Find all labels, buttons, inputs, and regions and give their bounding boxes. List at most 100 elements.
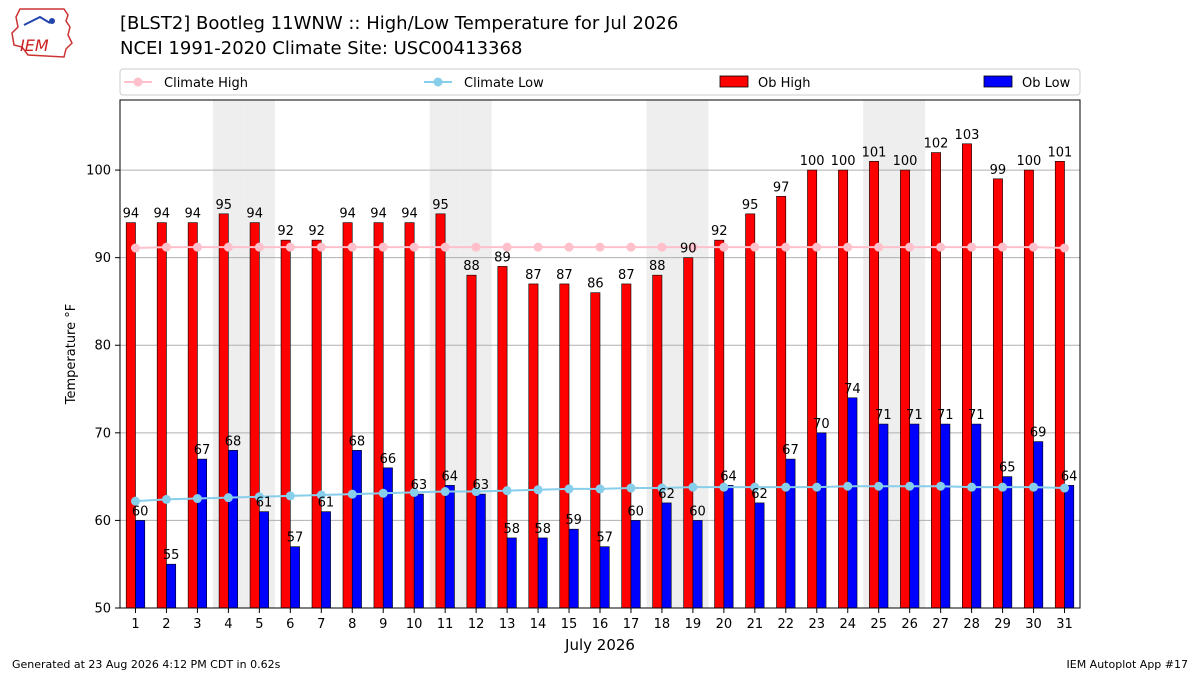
ob-high-bar-day-8 <box>342 222 353 609</box>
climate-high-point-day-2 <box>161 242 171 252</box>
x-tick-label-7: 7 <box>317 617 325 632</box>
ob-high-label-day-2: 94 <box>154 207 171 222</box>
y-tick-label-50: 50 <box>94 602 111 617</box>
climate-high-point-day-11 <box>440 242 450 252</box>
legend-ob-low: Ob Low <box>1022 76 1071 91</box>
ob-low-bar-day-14 <box>537 537 548 609</box>
logo-text: IEM <box>20 36 49 55</box>
climate-low-point-day-24 <box>843 481 853 491</box>
ob-low-bar-day-18 <box>661 502 672 609</box>
climate-high-point-day-25 <box>874 242 884 252</box>
x-tick-label-24: 24 <box>839 617 856 632</box>
climate-low-point-day-8 <box>347 489 357 499</box>
x-tick-label-29: 29 <box>994 617 1011 632</box>
ob-high-label-day-3: 94 <box>185 207 202 222</box>
ob-low-bar-day-9 <box>382 467 393 609</box>
ob-low-label-day-31: 64 <box>1061 469 1078 484</box>
ob-high-bar-day-13 <box>497 266 508 609</box>
ob-low-label-day-25: 71 <box>875 408 892 423</box>
ob-high-bar-day-16 <box>590 292 601 609</box>
ob-high-bar-day-5 <box>249 222 260 609</box>
x-tick-label-2: 2 <box>162 617 170 632</box>
x-tick-label-12: 12 <box>468 617 485 632</box>
climate-high-point-day-27 <box>936 242 946 252</box>
ob-high-label-day-6: 92 <box>277 224 294 239</box>
ob-high-bar-day-3 <box>187 222 198 609</box>
climate-high-point-day-24 <box>843 242 853 252</box>
ob-high-label-day-27: 102 <box>924 137 949 152</box>
ob-high-label-day-11: 95 <box>432 198 449 213</box>
climate-high-point-day-9 <box>378 242 388 252</box>
x-tick-label-20: 20 <box>716 617 733 632</box>
climate-low-point-day-12 <box>471 487 481 497</box>
ob-low-bar-day-29 <box>1002 476 1013 609</box>
climate-low-point-day-2 <box>161 494 171 504</box>
climate-low-point-day-26 <box>905 481 915 491</box>
climate-lines <box>130 242 1070 506</box>
ob-high-label-day-26: 100 <box>893 154 918 169</box>
ob-high-label-day-19: 90 <box>680 242 697 257</box>
climate-low-point-day-10 <box>409 487 419 497</box>
ob-low-bar-day-30 <box>1033 441 1044 609</box>
climate-high-point-day-16 <box>595 242 605 252</box>
ob-low-bar-day-27 <box>940 423 951 609</box>
climate-low-point-day-28 <box>967 482 977 492</box>
climate-high-point-day-14 <box>533 242 543 252</box>
ob-low-label-day-2: 55 <box>163 548 180 563</box>
climate-low-point-day-15 <box>564 484 574 494</box>
ob-high-label-day-31: 101 <box>1047 145 1072 160</box>
climate-low-point-day-16 <box>595 484 605 494</box>
ob-low-label-day-9: 66 <box>380 452 397 467</box>
ob-low-bar-day-26 <box>909 423 920 609</box>
climate-high-point-day-15 <box>564 242 574 252</box>
ob-low-bar-day-11 <box>444 485 455 609</box>
climate-low-point-day-9 <box>378 488 388 498</box>
x-tick-label-26: 26 <box>901 617 918 632</box>
x-tick-label-5: 5 <box>255 617 263 632</box>
footer-generated: Generated at 23 Aug 2026 4:12 PM CDT in … <box>12 658 281 671</box>
x-tick-label-3: 3 <box>193 617 201 632</box>
y-tick-label-90: 90 <box>94 251 111 266</box>
climate-high-point-day-26 <box>905 242 915 252</box>
ob-low-label-day-6: 57 <box>287 531 304 546</box>
ob-low-bar-day-21 <box>754 502 765 609</box>
ob-low-bar-day-28 <box>971 423 982 609</box>
climate-low-point-day-22 <box>781 482 791 492</box>
ob-high-bar-day-21 <box>745 213 756 609</box>
legend-ob-high: Ob High <box>758 76 811 91</box>
y-tick-label-60: 60 <box>94 514 111 529</box>
ob-low-bar-day-5 <box>259 511 269 609</box>
footer-app: IEM Autoplot App #17 <box>1066 658 1189 671</box>
ob-high-bar-day-28 <box>962 143 972 609</box>
x-tick-label-21: 21 <box>747 617 764 632</box>
climate-low-point-day-29 <box>998 482 1008 492</box>
climate-high-point-day-5 <box>254 242 264 252</box>
ob-low-label-day-8: 68 <box>349 434 366 449</box>
climate-high-point-day-4 <box>223 242 233 252</box>
climate-high-point-day-13 <box>502 242 512 252</box>
x-tick-label-27: 27 <box>932 617 949 632</box>
ob-low-label-day-26: 71 <box>906 408 923 423</box>
x-tick-label-30: 30 <box>1025 617 1042 632</box>
ob-high-label-day-10: 94 <box>401 207 418 222</box>
legend-climate-low: Climate Low <box>464 76 544 91</box>
y-tick-label-100: 100 <box>86 164 111 179</box>
ob-high-bar-day-10 <box>404 222 415 609</box>
x-tick-label-6: 6 <box>286 617 294 632</box>
ob-high-label-day-14: 87 <box>525 268 542 283</box>
ob-low-label-day-18: 62 <box>658 487 675 502</box>
ob-high-label-day-16: 86 <box>587 277 604 292</box>
ob-high-label-day-15: 87 <box>556 268 573 283</box>
ob-high-label-day-9: 94 <box>370 207 387 222</box>
legend-box <box>119 68 1081 96</box>
ob-high-label-day-1: 94 <box>123 207 140 222</box>
climate-high-point-day-23 <box>812 242 822 252</box>
climate-low-point-day-31 <box>1060 483 1070 493</box>
ob-high-label-day-12: 88 <box>463 259 480 274</box>
climate-low-point-day-7 <box>316 490 326 500</box>
ob-high-bar-day-15 <box>559 283 570 609</box>
climate-low-point-day-3 <box>192 494 202 504</box>
ob-low-label-day-7: 61 <box>318 496 335 511</box>
x-tick-label-8: 8 <box>348 617 356 632</box>
